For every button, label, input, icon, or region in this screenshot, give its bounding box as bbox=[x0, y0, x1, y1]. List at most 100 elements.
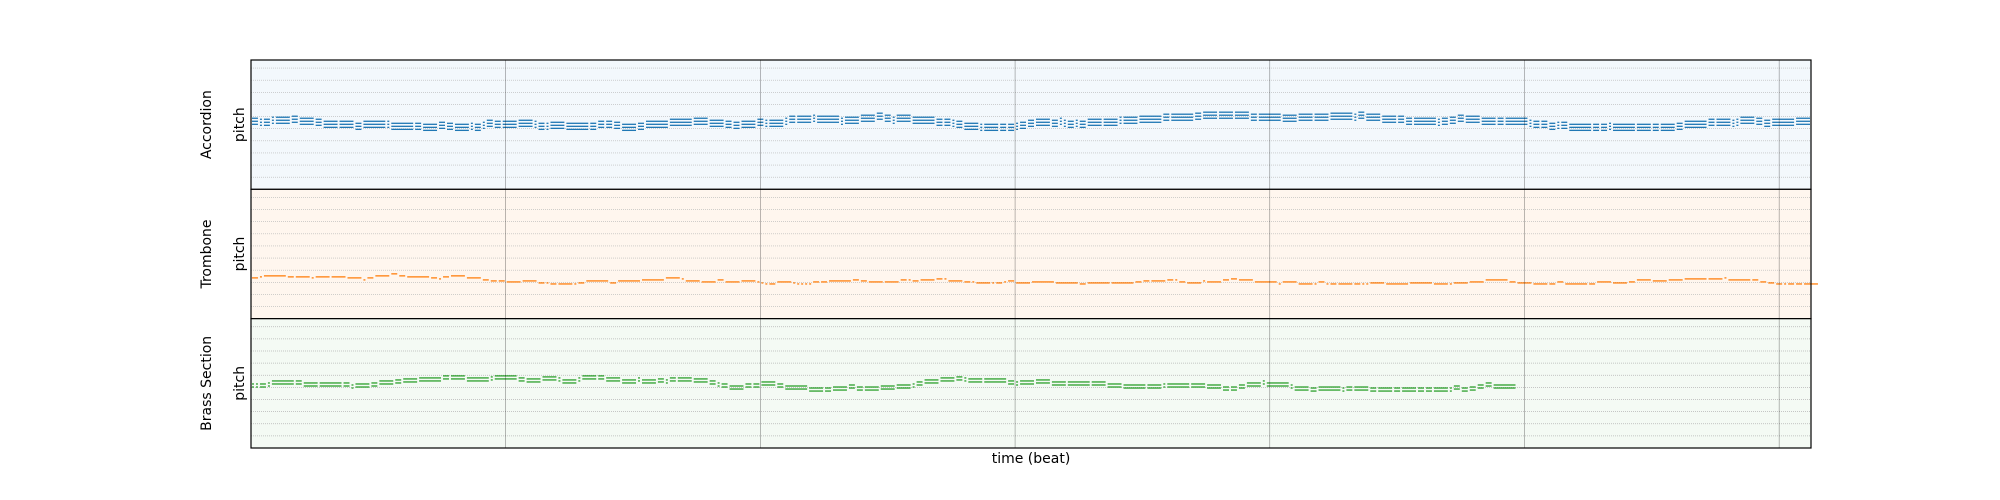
note bbox=[454, 123, 469, 125]
note bbox=[1294, 389, 1309, 391]
note bbox=[371, 385, 378, 387]
note bbox=[1238, 384, 1245, 386]
note bbox=[964, 281, 971, 283]
note bbox=[797, 283, 800, 285]
note bbox=[1684, 278, 1707, 280]
note bbox=[1067, 384, 1090, 386]
note bbox=[729, 385, 744, 387]
note bbox=[1652, 129, 1659, 132]
note bbox=[1163, 116, 1170, 118]
note bbox=[399, 275, 406, 277]
note bbox=[813, 281, 820, 283]
note bbox=[892, 116, 895, 118]
note bbox=[578, 282, 585, 284]
note bbox=[709, 125, 724, 127]
note bbox=[271, 383, 294, 385]
note bbox=[1203, 114, 1218, 116]
note bbox=[984, 378, 1007, 380]
note bbox=[952, 122, 955, 124]
note bbox=[1008, 280, 1015, 282]
note bbox=[474, 126, 481, 128]
note bbox=[1716, 121, 1731, 123]
note bbox=[403, 378, 418, 380]
note bbox=[339, 126, 354, 128]
note bbox=[1457, 120, 1464, 122]
note bbox=[1760, 281, 1767, 283]
note bbox=[1449, 122, 1456, 124]
note bbox=[1091, 381, 1106, 383]
note bbox=[606, 380, 621, 382]
note bbox=[948, 280, 963, 282]
note bbox=[1414, 120, 1436, 122]
note bbox=[1219, 117, 1233, 119]
note bbox=[725, 120, 732, 122]
note bbox=[1398, 121, 1405, 123]
note bbox=[1139, 118, 1162, 120]
note bbox=[391, 122, 414, 124]
note bbox=[657, 381, 664, 383]
note bbox=[1147, 387, 1162, 389]
track-name-label: Brass Section bbox=[199, 336, 215, 431]
note bbox=[387, 126, 390, 128]
note bbox=[892, 119, 895, 121]
note bbox=[1636, 279, 1651, 281]
note bbox=[1529, 122, 1532, 124]
note bbox=[1278, 283, 1281, 285]
note bbox=[622, 382, 637, 384]
note bbox=[840, 117, 843, 119]
note bbox=[1497, 117, 1504, 119]
note bbox=[299, 120, 314, 122]
note bbox=[1477, 387, 1484, 389]
note bbox=[450, 378, 465, 380]
note bbox=[295, 380, 302, 382]
note bbox=[494, 120, 501, 122]
note bbox=[1740, 116, 1755, 118]
note bbox=[1230, 389, 1237, 391]
note bbox=[1465, 121, 1480, 123]
note bbox=[1051, 381, 1066, 383]
note bbox=[1453, 282, 1468, 284]
note bbox=[267, 382, 270, 384]
note bbox=[693, 117, 708, 119]
note bbox=[622, 379, 637, 381]
note bbox=[940, 380, 955, 382]
note bbox=[606, 123, 613, 125]
note bbox=[546, 122, 549, 124]
note bbox=[1557, 121, 1560, 123]
note bbox=[415, 125, 422, 127]
note bbox=[880, 385, 895, 387]
note bbox=[1167, 279, 1174, 281]
note bbox=[1282, 120, 1297, 122]
note bbox=[259, 383, 266, 385]
note bbox=[805, 283, 808, 285]
note bbox=[761, 381, 776, 383]
note bbox=[1398, 115, 1405, 117]
note bbox=[833, 386, 847, 388]
note bbox=[447, 122, 453, 124]
note bbox=[817, 115, 839, 117]
note bbox=[1418, 387, 1424, 389]
note bbox=[439, 121, 445, 123]
note bbox=[1059, 123, 1062, 125]
note bbox=[844, 122, 859, 124]
note bbox=[259, 386, 266, 388]
note bbox=[1358, 114, 1365, 116]
note bbox=[1593, 126, 1600, 128]
note bbox=[526, 378, 541, 380]
note bbox=[363, 123, 386, 125]
note bbox=[538, 125, 545, 127]
note bbox=[443, 375, 449, 377]
note bbox=[275, 116, 290, 118]
note bbox=[259, 118, 262, 120]
note bbox=[1414, 123, 1436, 125]
note bbox=[614, 127, 621, 129]
note bbox=[466, 377, 489, 379]
note bbox=[1541, 126, 1548, 128]
note bbox=[355, 386, 370, 388]
note bbox=[1437, 124, 1440, 126]
note bbox=[693, 378, 708, 380]
note bbox=[817, 121, 839, 123]
note bbox=[1613, 126, 1635, 128]
note bbox=[785, 388, 808, 390]
note bbox=[1059, 120, 1062, 122]
